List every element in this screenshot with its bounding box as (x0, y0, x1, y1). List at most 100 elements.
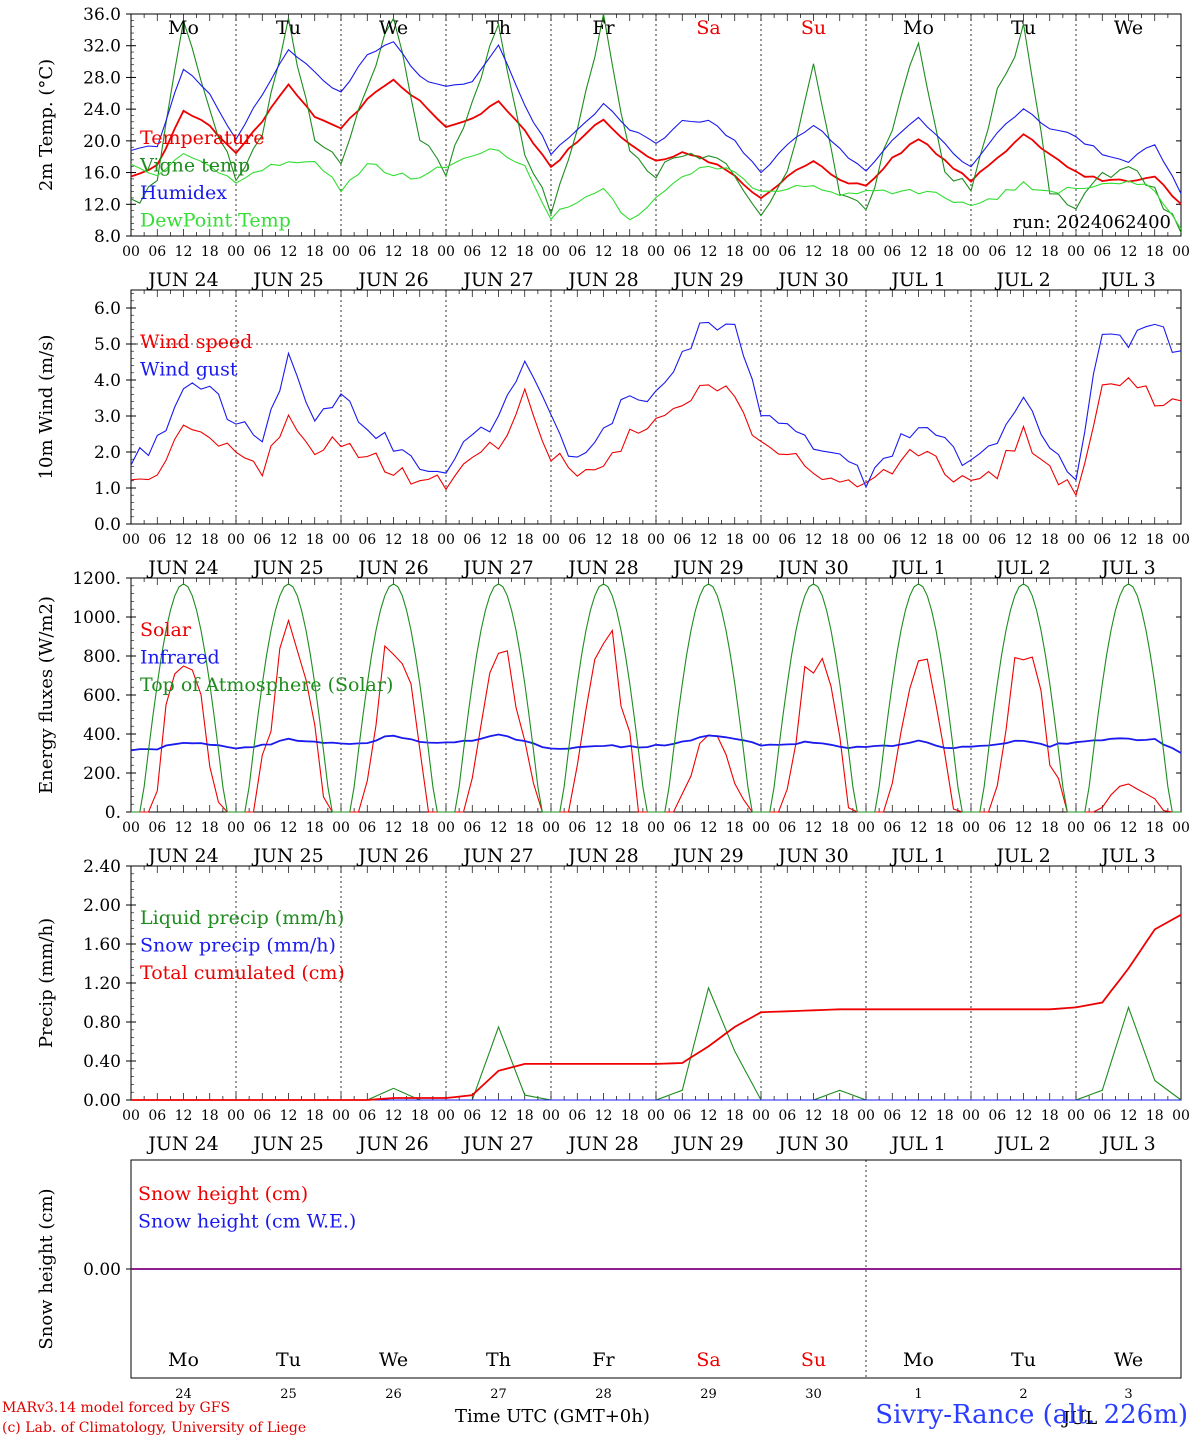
hour-label: 06 (988, 532, 1006, 548)
hour-label: 12 (385, 1108, 403, 1124)
legend-entry-1: Vigne temp (139, 155, 250, 177)
hour-label: 12 (175, 532, 193, 548)
date-label: JUN 26 (356, 557, 428, 579)
hour-label: 06 (988, 244, 1006, 260)
bottom-weekday-label: Mo (903, 1349, 934, 1371)
hour-label: 12 (595, 1108, 613, 1124)
hour-label: 06 (988, 1108, 1006, 1124)
bottom-day-number: 30 (805, 1387, 822, 1402)
date-label: JUN 27 (461, 269, 533, 291)
hour-label: 12 (490, 532, 508, 548)
series-line-0 (130, 78, 1182, 205)
hour-label: 12 (910, 1108, 928, 1124)
top-weekday-label: Tu (276, 17, 301, 39)
hour-label: 12 (910, 244, 928, 260)
hour-label: 06 (148, 820, 166, 836)
y-tick-label: 0.00 (83, 1091, 121, 1111)
hour-label: 12 (1120, 1108, 1138, 1124)
hour-label: 06 (568, 1108, 586, 1124)
y-tick-label: 32.0 (83, 37, 121, 57)
hour-label: 18 (1146, 820, 1164, 836)
hour-label: 00 (122, 820, 140, 836)
hour-label: 18 (726, 820, 744, 836)
hour-label: 12 (700, 1108, 718, 1124)
date-label: JUL 3 (1099, 269, 1155, 291)
date-label: JUL 2 (994, 269, 1050, 291)
hour-label: 12 (385, 820, 403, 836)
hour-label: 00 (437, 820, 455, 836)
hour-label: 12 (595, 820, 613, 836)
legend-entry-0: Wind speed (140, 331, 252, 353)
bottom-month-label: JUL (1061, 1408, 1097, 1429)
hour-label: 06 (463, 532, 481, 548)
hour-label: 06 (1093, 532, 1111, 548)
date-label: JUN 26 (356, 1133, 428, 1155)
hour-label: 00 (962, 244, 980, 260)
hour-label: 18 (306, 532, 324, 548)
hour-label: 00 (332, 1108, 350, 1124)
hour-label: 12 (175, 244, 193, 260)
hour-label: 18 (831, 820, 849, 836)
bottom-day-number: 28 (595, 1387, 612, 1402)
bottom-day-number: 1 (914, 1387, 922, 1402)
hour-label: 00 (1067, 532, 1085, 548)
hour-label: 06 (1093, 820, 1111, 836)
y-tick-label: 0.0 (94, 515, 121, 535)
bottom-weekday-label: Mo (168, 1349, 199, 1371)
bottom-day-number: 2 (1019, 1387, 1027, 1402)
hour-label: 12 (385, 244, 403, 260)
y-tick-label: 3.0 (94, 407, 121, 427)
bottom-weekday-label: Fr (592, 1349, 615, 1371)
hour-label: 12 (280, 532, 298, 548)
hour-label: 12 (280, 244, 298, 260)
legend-entry-1: Snow height (cm W.E.) (138, 1211, 356, 1233)
hour-label: 18 (306, 820, 324, 836)
y-tick-label: 5.0 (94, 335, 121, 355)
hour-label: 12 (595, 244, 613, 260)
hour-label: 06 (463, 1108, 481, 1124)
y-tick-label: 20.0 (83, 132, 121, 152)
hour-label: 00 (752, 532, 770, 548)
hour-label: 00 (962, 820, 980, 836)
hour-label: 06 (358, 820, 376, 836)
lab-credit: (c) Lab. of Climatology, University of L… (2, 1420, 307, 1436)
date-label: JUN 28 (566, 557, 638, 579)
series-line-2 (130, 41, 1182, 195)
model-credit: MARv3.14 model forced by GFS (2, 1400, 231, 1416)
hour-label: 18 (306, 1108, 324, 1124)
hour-label: 06 (673, 1108, 691, 1124)
y-tick-label: 36.0 (83, 5, 121, 25)
hour-label: 06 (253, 532, 271, 548)
hour-label: 18 (516, 820, 534, 836)
hour-label: 18 (516, 532, 534, 548)
date-label: JUL 1 (889, 557, 945, 579)
hour-label: 12 (385, 532, 403, 548)
hour-label: 18 (1146, 532, 1164, 548)
hour-label: 12 (175, 1108, 193, 1124)
series-line-3 (130, 148, 1182, 230)
hour-label: 18 (201, 820, 219, 836)
top-weekday-label: Su (801, 17, 826, 39)
date-label: JUN 30 (776, 269, 848, 291)
hour-label: 18 (411, 1108, 429, 1124)
y-tick-label: 800. (83, 647, 121, 667)
hour-label: 00 (332, 532, 350, 548)
date-label: JUN 28 (566, 845, 638, 867)
hour-label: 18 (831, 1108, 849, 1124)
hour-label: 12 (1015, 532, 1033, 548)
hour-label: 06 (358, 244, 376, 260)
bottom-weekday-label: We (379, 1349, 408, 1371)
hour-label: 06 (568, 244, 586, 260)
hour-label: 12 (280, 1108, 298, 1124)
hour-label: 00 (752, 1108, 770, 1124)
hour-label: 06 (883, 244, 901, 260)
date-label: JUN 25 (251, 1133, 323, 1155)
hour-label: 12 (1015, 244, 1033, 260)
series-line-2 (131, 914, 1182, 1101)
hour-label: 12 (280, 820, 298, 836)
hour-label: 06 (148, 1108, 166, 1124)
y-tick-label: 16.0 (83, 164, 121, 184)
hour-label: 12 (175, 820, 193, 836)
hour-label: 00 (647, 244, 665, 260)
bottom-day-number: 27 (490, 1387, 507, 1402)
